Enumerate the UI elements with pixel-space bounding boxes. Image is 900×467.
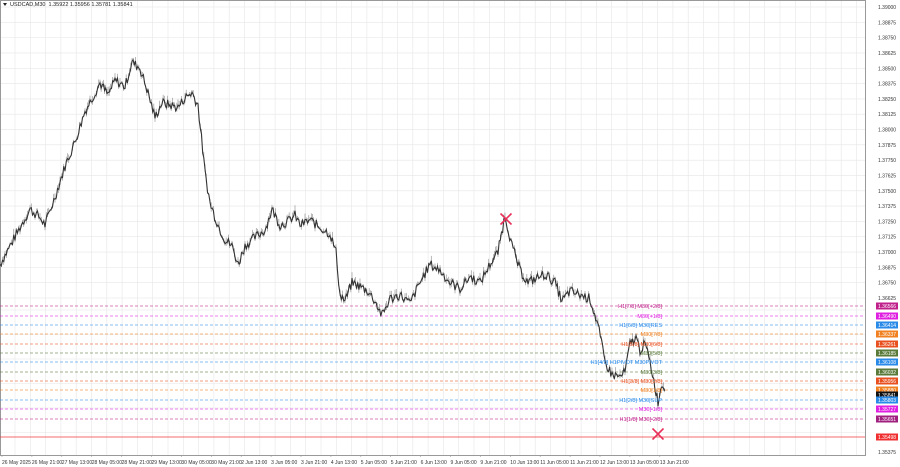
svg-text:1.37625: 1.37625	[878, 173, 896, 179]
svg-text:1.35880: 1.35880	[878, 388, 896, 394]
svg-text:26 May 21:00: 26 May 21:00	[32, 460, 63, 466]
plot-frame	[0, 0, 866, 456]
svg-text:1.37375: 1.37375	[878, 204, 896, 210]
svg-text:1.38000: 1.38000	[878, 128, 896, 134]
svg-text:13 Jun 21:00: 13 Jun 21:00	[660, 460, 689, 466]
svg-text:H1[2/8] M30[SUP: H1[2/8] M30[SUP	[619, 398, 662, 404]
svg-text:1.38625: 1.38625	[878, 51, 896, 57]
svg-text:1.36414: 1.36414	[878, 323, 896, 329]
symbol-header: USDCAD,M30 1.35922 1.35956 1.35781 1.358…	[3, 2, 133, 8]
price-axis[interactable]: 1.39000 1.38875 1.38750 1.38625 1.38500 1.383…	[876, 5, 898, 456]
svg-text:1.37000: 1.37000	[878, 250, 896, 256]
svg-text:1.36337: 1.36337	[878, 332, 896, 338]
svg-text:3 Jun 21:00: 3 Jun 21:00	[301, 460, 327, 466]
svg-text:1.36185: 1.36185	[878, 351, 896, 357]
svg-text:H1[5/8] M30[6/8]: H1[5/8] M30[6/8]	[621, 342, 662, 348]
svg-text:1.37250: 1.37250	[878, 219, 896, 225]
svg-text:1.35803: 1.35803	[878, 398, 896, 404]
svg-text:1.36625: 1.36625	[878, 296, 896, 302]
svg-text:H1[4/8] H1PIVOT M30PIVOT: H1[4/8] H1PIVOT M30PIVOT	[591, 360, 663, 366]
svg-text:M30[5/8]: M30[5/8]	[641, 351, 663, 357]
svg-text:1.35841: 1.35841	[878, 393, 896, 399]
svg-text:3 Jun 05:00: 3 Jun 05:00	[271, 460, 297, 466]
svg-text:1.35727: 1.35727	[878, 407, 896, 413]
cross-marker-icon	[499, 212, 513, 226]
svg-text:10 Jun 13:00: 10 Jun 13:00	[510, 460, 539, 466]
symbol-label: USDCAD,M30	[10, 2, 46, 8]
svg-text:1.38375: 1.38375	[878, 82, 896, 88]
svg-text:13 Jun 05:00: 13 Jun 05:00	[630, 460, 659, 466]
svg-text:1.37125: 1.37125	[878, 235, 896, 241]
level-lines	[0, 305, 865, 420]
svg-text:30 May 05:00: 30 May 05:00	[181, 460, 212, 466]
svg-text:28 May 21:00: 28 May 21:00	[122, 460, 153, 466]
svg-text:26 May 2025: 26 May 2025	[2, 460, 31, 466]
svg-text:4 Jun 13:00: 4 Jun 13:00	[331, 460, 357, 466]
svg-text:H1[1/8] M30[-2/8]: H1[1/8] M30[-2/8]	[620, 417, 663, 423]
svg-text:1.35956: 1.35956	[878, 379, 896, 385]
svg-text:M30[7/8]: M30[7/8]	[641, 332, 663, 338]
svg-text:2 Jun 13:00: 2 Jun 13:00	[241, 460, 267, 466]
svg-text:1.38500: 1.38500	[878, 66, 896, 72]
svg-text:6 Jun 13:00: 6 Jun 13:00	[421, 460, 447, 466]
candles	[0, 57, 666, 410]
svg-text:H1[3/8] M30[2/8]: H1[3/8] M30[2/8]	[621, 379, 662, 385]
svg-text:1.39000: 1.39000	[878, 5, 896, 11]
svg-text:M30[3/8]: M30[3/8]	[641, 370, 663, 376]
svg-text:1.35651: 1.35651	[878, 417, 896, 423]
svg-text:1.36261: 1.36261	[878, 342, 896, 348]
svg-text:1.37875: 1.37875	[878, 143, 896, 149]
svg-text:1.36566: 1.36566	[878, 304, 896, 310]
svg-text:11 Jun 05:00: 11 Jun 05:00	[540, 460, 569, 466]
svg-text:5 Jun 21:00: 5 Jun 21:00	[391, 460, 417, 466]
svg-text:1.35498: 1.35498	[878, 435, 896, 441]
svg-text:1.38250: 1.38250	[878, 97, 896, 103]
svg-text:M30[1/8]: M30[1/8]	[641, 388, 663, 394]
svg-text:1.38750: 1.38750	[878, 36, 896, 42]
svg-text:12 Jun 13:00: 12 Jun 13:00	[600, 460, 629, 466]
svg-text:27 May 13:00: 27 May 13:00	[62, 460, 93, 466]
ohlc-values: 1.35922 1.35956 1.35781 1.35841	[48, 2, 133, 8]
svg-text:29 May 13:00: 29 May 13:00	[152, 460, 183, 466]
svg-text:5 Jun 05:00: 5 Jun 05:00	[361, 460, 387, 466]
svg-text:28 May 05:00: 28 May 05:00	[92, 460, 123, 466]
time-axis[interactable]: 26 May 2025 26 May 21:00 27 May 13:00 28 Ma…	[1, 455, 689, 466]
svg-text:M30[+1/8]: M30[+1/8]	[637, 314, 662, 320]
svg-text:1.36490: 1.36490	[878, 314, 896, 320]
svg-text:M30[-1/8]: M30[-1/8]	[639, 407, 663, 413]
grid	[0, 0, 865, 455]
svg-text:1.37750: 1.37750	[878, 158, 896, 164]
svg-text:1.36108: 1.36108	[878, 360, 896, 366]
svg-text:1.36875: 1.36875	[878, 265, 896, 271]
svg-text:1.37500: 1.37500	[878, 189, 896, 195]
svg-text:1.36750: 1.36750	[878, 281, 896, 287]
svg-text:1.35375: 1.35375	[878, 450, 896, 456]
svg-text:1.38125: 1.38125	[878, 112, 896, 118]
svg-text:9 Jun 21:00: 9 Jun 21:00	[480, 460, 506, 466]
svg-text:1.36032: 1.36032	[878, 370, 896, 376]
level-labels: H1[7/8] M30[+2/8] M30[+1/8] H1[6/8] M30[RE…	[591, 304, 663, 423]
svg-text:11 Jun 21:00: 11 Jun 21:00	[570, 460, 599, 466]
svg-text:1.38875: 1.38875	[878, 20, 896, 26]
svg-text:30 May 21:00: 30 May 21:00	[211, 460, 242, 466]
collapse-triangle-icon[interactable]	[3, 3, 7, 7]
svg-text:9 Jun 05:00: 9 Jun 05:00	[451, 460, 477, 466]
cross-marker-icon	[651, 427, 665, 441]
svg-text:H1[7/8] M30[+2/8]: H1[7/8] M30[+2/8]	[618, 304, 662, 310]
svg-text:H1[6/8] M30[RES: H1[6/8] M30[RES	[619, 323, 662, 329]
